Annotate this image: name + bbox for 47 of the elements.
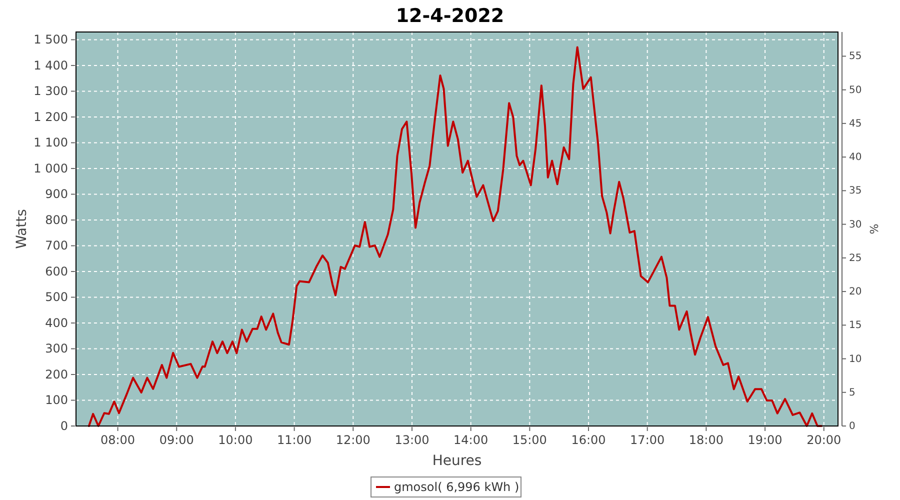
- x-tick-label: 13:00: [394, 433, 430, 447]
- y-axis-title: Watts: [14, 209, 30, 249]
- y-tick-label: 200: [45, 367, 68, 382]
- y-tick-label: 1 500: [34, 32, 68, 47]
- x-tick-label: 10:00: [218, 433, 253, 447]
- x-tick-label: 09:00: [159, 433, 194, 447]
- y2-tick-label: 35: [849, 186, 862, 197]
- y-tick-label: 1 000: [34, 161, 68, 176]
- y2-tick-label: 20: [849, 286, 862, 298]
- y-tick-label: 300: [45, 342, 68, 356]
- y-tick-label: 1 400: [34, 58, 68, 72]
- y-tick-label: 1 100: [34, 136, 68, 150]
- x-tick-label: 12:00: [336, 433, 370, 447]
- y2-tick-label: 25: [849, 252, 862, 264]
- y2-axis-title: %: [867, 224, 880, 234]
- x-tick-label: 15:00: [512, 433, 547, 447]
- y2-tick-label: 0: [849, 421, 856, 432]
- y2-tick-label: 55: [849, 51, 862, 62]
- x-tick-label: 16:00: [571, 433, 606, 447]
- x-tick-label: 20:00: [806, 433, 842, 447]
- y-tick-label: 1 200: [34, 110, 68, 124]
- x-tick-label: 18:00: [688, 433, 724, 447]
- y2-tick-label: 15: [849, 320, 862, 332]
- y-tick-label: 400: [45, 316, 68, 330]
- y-tick-label: 900: [45, 187, 68, 202]
- line-series: [88, 46, 823, 427]
- chart-title: 12-4-2022: [396, 5, 504, 27]
- x-tick-label: 17:00: [630, 433, 665, 447]
- y-tick-label: 500: [45, 290, 68, 304]
- y-tick-label: 600: [45, 264, 68, 278]
- x-tick-label: 11:00: [277, 433, 312, 447]
- x-tick-label: 19:00: [748, 433, 782, 447]
- y-tick-label: 1 300: [34, 84, 68, 98]
- y-tick-label: 0: [60, 419, 68, 433]
- y2-tick-label: 40: [849, 152, 862, 164]
- y-tick-label: 800: [45, 212, 68, 227]
- x-axis-title: Heures: [432, 453, 482, 469]
- y2-tick-label: 50: [849, 84, 862, 96]
- y-tick-label: 100: [45, 393, 68, 408]
- y-tick-label: 700: [45, 238, 68, 253]
- y2-tick-label: 5: [849, 387, 856, 398]
- x-tick-label: 08:00: [100, 433, 136, 447]
- legend-label: gmosol( 6,996 kWh ): [394, 480, 520, 494]
- x-tick-label: 14:00: [454, 433, 488, 447]
- y2-tick-label: 30: [849, 219, 862, 230]
- y2-tick-label: 45: [849, 118, 862, 130]
- y2-tick-label: 10: [849, 354, 862, 365]
